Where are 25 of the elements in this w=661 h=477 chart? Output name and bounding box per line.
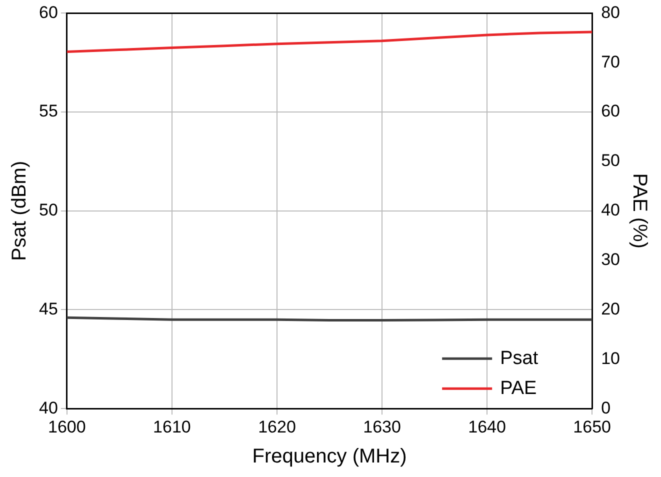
x-tick-label: 1620 <box>258 417 296 436</box>
y-tick-label: 40 <box>38 398 58 418</box>
y2-axis-title: PAE (%) <box>628 173 650 248</box>
y2-tick-label: 40 <box>601 200 620 220</box>
y-axis-title: Psat (dBm) <box>8 160 31 261</box>
legend-label: PAE <box>500 378 537 399</box>
y2-tick-label: 70 <box>601 52 620 72</box>
y-tick-label: 50 <box>38 200 58 220</box>
y2-tick-label: 50 <box>601 151 620 170</box>
legend-label: Psat <box>500 348 539 369</box>
y2-tick-label: 60 <box>601 102 620 121</box>
y2-tick-label: 10 <box>601 348 620 368</box>
x-tick-label: 1600 <box>48 417 86 436</box>
x-tick-label: 1640 <box>468 417 506 436</box>
y-tick-label: 55 <box>38 102 58 121</box>
x-tick-label: 1610 <box>153 417 191 436</box>
y2-tick-label: 0 <box>601 398 611 418</box>
x-tick-label: 1630 <box>363 417 401 436</box>
y-tick-label: 45 <box>38 299 58 318</box>
x-tick-label: 1650 <box>573 417 612 436</box>
y-tick-label: 60 <box>38 2 58 22</box>
y2-tick-label: 30 <box>601 250 620 270</box>
y2-tick-label: 20 <box>601 299 620 318</box>
y2-tick-label: 80 <box>601 2 620 22</box>
x-axis-title: Frequency (MHz) <box>252 446 407 468</box>
